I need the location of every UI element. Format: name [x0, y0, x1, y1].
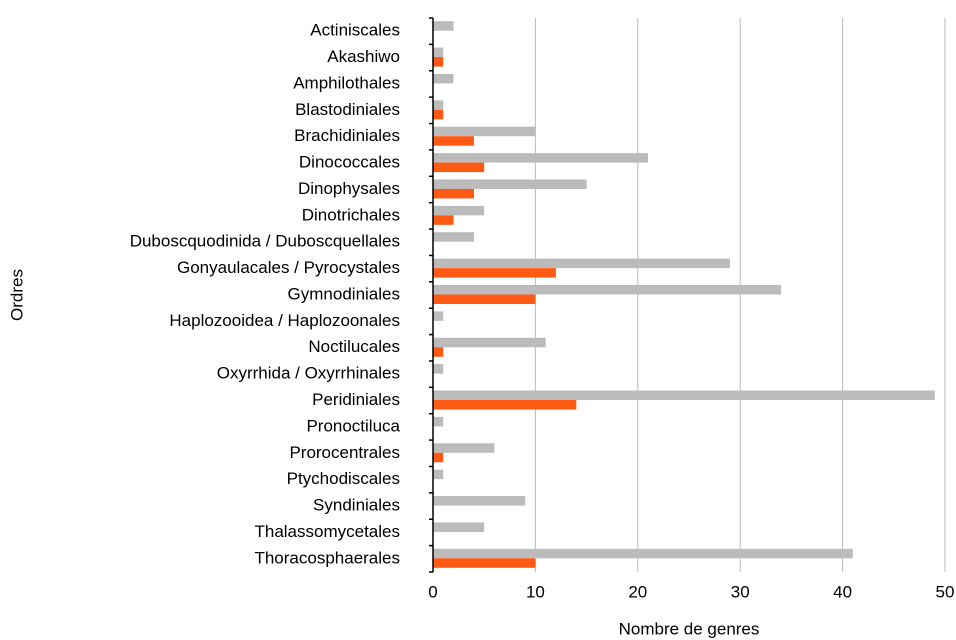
bar [433, 548, 853, 559]
bar [433, 73, 454, 84]
bar [433, 337, 546, 348]
y-tick-label: Thoracosphaerales [254, 548, 400, 567]
y-tick-label: Dinophysales [298, 179, 400, 198]
bar [433, 496, 526, 506]
bar [433, 452, 444, 463]
bar [433, 215, 454, 225]
bar [433, 109, 444, 120]
y-tick-label: Brachidiniales [294, 126, 400, 145]
bar [433, 126, 536, 137]
y-tick-label: Gonyaulacales / Pyrocystales [177, 258, 400, 277]
y-tick-label: Actiniscales [310, 21, 400, 40]
bar [433, 153, 649, 163]
y-tick-label: Blastodiniales [295, 100, 400, 119]
x-axis-label: Nombre de genres [619, 619, 760, 638]
bar [433, 400, 577, 410]
x-tick-label: 50 [936, 582, 955, 601]
bar [433, 21, 454, 31]
bar [433, 390, 935, 401]
bar [433, 47, 444, 58]
bar [433, 347, 444, 357]
bar [433, 188, 474, 199]
x-tick-label: 30 [731, 582, 750, 601]
y-tick-label: Amphilothales [293, 73, 400, 92]
x-tick-label: 40 [833, 582, 852, 601]
bar [433, 522, 485, 532]
bar [433, 136, 474, 146]
y-tick-label: Oxyrrhida / Oxyrrhinales [217, 364, 400, 383]
y-tick-label: Noctilucales [308, 337, 400, 356]
y-tick-label: Dinotrichales [302, 205, 400, 224]
bar [433, 232, 474, 242]
x-tick-label: 0 [428, 582, 437, 601]
bar [433, 57, 444, 67]
y-tick-label: Haplozooidea / Haplozoonales [169, 311, 400, 330]
bar [433, 469, 444, 480]
bar [433, 443, 495, 453]
y-tick-label: Duboscquodinida / Duboscquellales [130, 232, 400, 251]
y-axis-label: Ordres [7, 269, 26, 321]
y-tick-label: Pronoctiluca [306, 416, 400, 435]
bar [433, 258, 730, 269]
y-tick-label: Gymnodiniales [288, 284, 400, 303]
bar [433, 162, 485, 173]
y-tick-label: Ptychodiscales [287, 469, 400, 488]
y-tick-label: Syndiniales [313, 496, 400, 515]
bar [433, 416, 444, 427]
y-tick-label: Peridiniales [312, 390, 400, 409]
bar [433, 558, 536, 568]
y-tick-label: Akashiwo [327, 47, 400, 66]
bar [433, 205, 485, 216]
y-tick-label: Prorocentrales [289, 443, 400, 462]
x-tick-label: 10 [526, 582, 545, 601]
y-tick-label: Dinococcales [299, 153, 400, 172]
bar [433, 179, 587, 189]
bar [433, 364, 444, 374]
bar [433, 294, 536, 304]
y-tick-label: Thalassomycetales [254, 522, 400, 541]
bar [433, 268, 556, 278]
bar [433, 100, 444, 110]
bar [433, 285, 782, 295]
x-tick-label: 20 [628, 582, 647, 601]
bar [433, 311, 444, 321]
